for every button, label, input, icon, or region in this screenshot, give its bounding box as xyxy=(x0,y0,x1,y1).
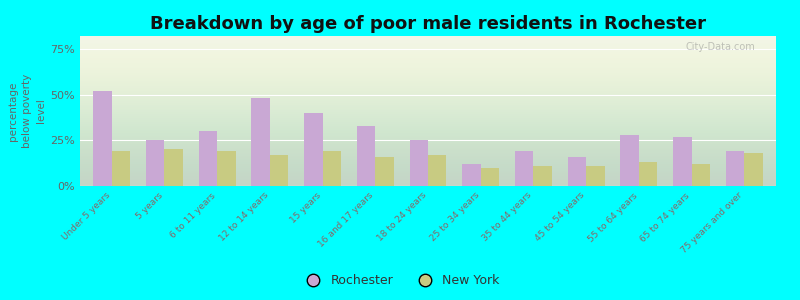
Bar xyxy=(164,149,183,186)
Bar xyxy=(744,153,763,186)
Bar xyxy=(357,126,375,186)
Bar xyxy=(428,155,446,186)
Bar xyxy=(673,136,692,186)
Bar xyxy=(304,113,322,186)
Bar xyxy=(586,166,605,186)
Bar xyxy=(726,151,744,186)
Bar xyxy=(534,166,552,186)
Bar xyxy=(322,151,341,186)
Bar xyxy=(639,162,658,186)
Legend: Rochester, New York: Rochester, New York xyxy=(295,269,505,292)
Bar xyxy=(270,155,288,186)
Bar xyxy=(375,157,394,186)
Title: Breakdown by age of poor male residents in Rochester: Breakdown by age of poor male residents … xyxy=(150,15,706,33)
Bar xyxy=(251,98,270,186)
Bar xyxy=(146,140,164,186)
Bar xyxy=(112,151,130,186)
Bar xyxy=(462,164,481,186)
Bar xyxy=(692,164,710,186)
Bar xyxy=(217,151,235,186)
Y-axis label: percentage
below poverty
level: percentage below poverty level xyxy=(8,74,46,148)
Text: City-Data.com: City-Data.com xyxy=(686,42,755,52)
Bar xyxy=(568,157,586,186)
Bar xyxy=(515,151,534,186)
Bar xyxy=(410,140,428,186)
Bar xyxy=(93,91,112,186)
Bar xyxy=(198,131,217,186)
Bar xyxy=(481,168,499,186)
Bar xyxy=(621,135,639,186)
